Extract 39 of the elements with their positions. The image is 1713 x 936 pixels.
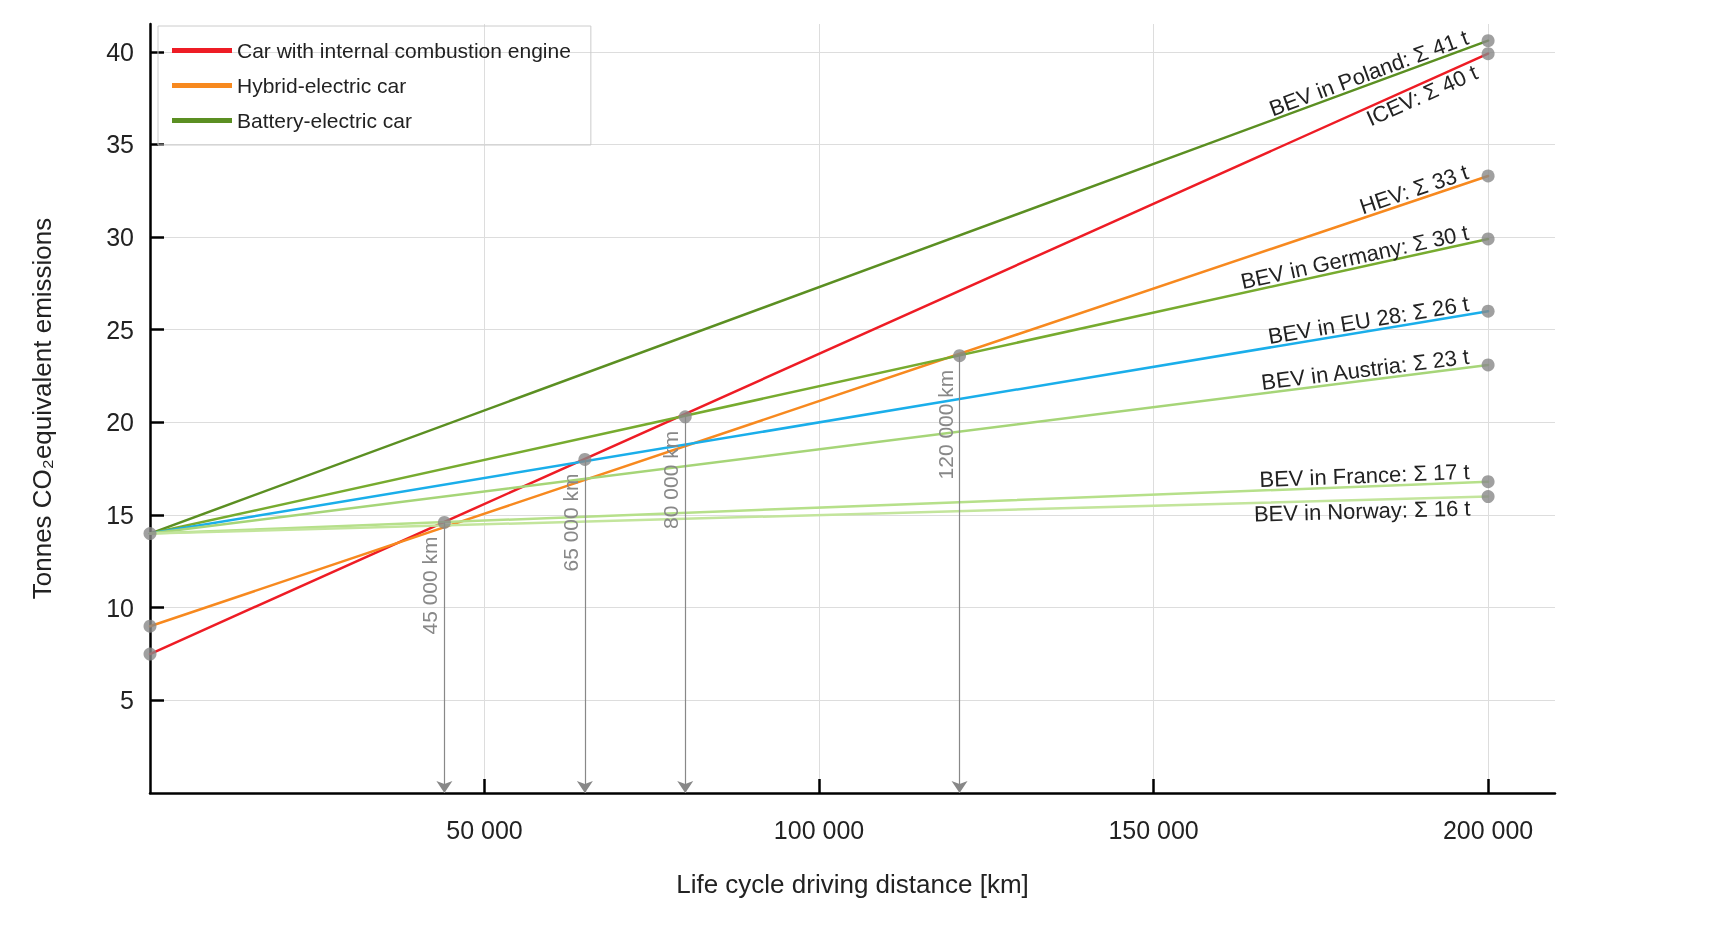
annotation: HEV: Σ 33 t — [1356, 159, 1472, 220]
point — [1481, 304, 1495, 318]
annotation: 45 000 km — [418, 536, 442, 635]
point — [437, 515, 451, 529]
point — [143, 619, 157, 633]
annotation: BEV in France: Σ 17 t — [1259, 458, 1471, 493]
point — [1481, 358, 1495, 372]
y-tick-label: 5 — [120, 686, 134, 715]
legend-label: Car with internal combustion engine — [237, 39, 571, 62]
x-tick-label: 150 000 — [1108, 815, 1199, 844]
annotation: 80 000 km — [659, 430, 683, 529]
y-tick-label: 20 — [106, 408, 134, 437]
point — [143, 527, 157, 541]
legend-label: Battery-electric car — [237, 109, 413, 132]
x-axis-title: Life cycle driving distance [km] — [676, 869, 1029, 899]
y-tick-label: 15 — [106, 501, 134, 530]
point — [1481, 34, 1495, 48]
x-tick-label: 100 000 — [773, 815, 865, 844]
annotation: 120 000 km — [933, 369, 957, 480]
point — [578, 452, 592, 466]
annotation: BEV in Norway: Σ 16 t — [1253, 495, 1471, 527]
point — [953, 349, 967, 363]
point — [1481, 475, 1495, 489]
y-axis-title: Tonnes CO₂equivalent emissions — [27, 217, 57, 600]
point — [143, 647, 157, 661]
point — [1481, 47, 1495, 61]
point — [1481, 232, 1495, 246]
y-tick-label: 35 — [106, 130, 134, 159]
annotation: 65 000 km — [558, 473, 582, 572]
y-tick-label: 25 — [106, 315, 134, 344]
x-tick-label: 200 000 — [1442, 815, 1534, 844]
y-tick-label: 40 — [106, 37, 134, 66]
point — [678, 410, 692, 424]
point — [1481, 169, 1495, 183]
x-tick-label: 50 000 — [446, 815, 523, 844]
legend-label: Hybrid-electric car — [237, 74, 407, 97]
point — [1481, 490, 1495, 504]
y-tick-label: 30 — [106, 223, 134, 252]
y-tick-label: 10 — [106, 593, 134, 622]
